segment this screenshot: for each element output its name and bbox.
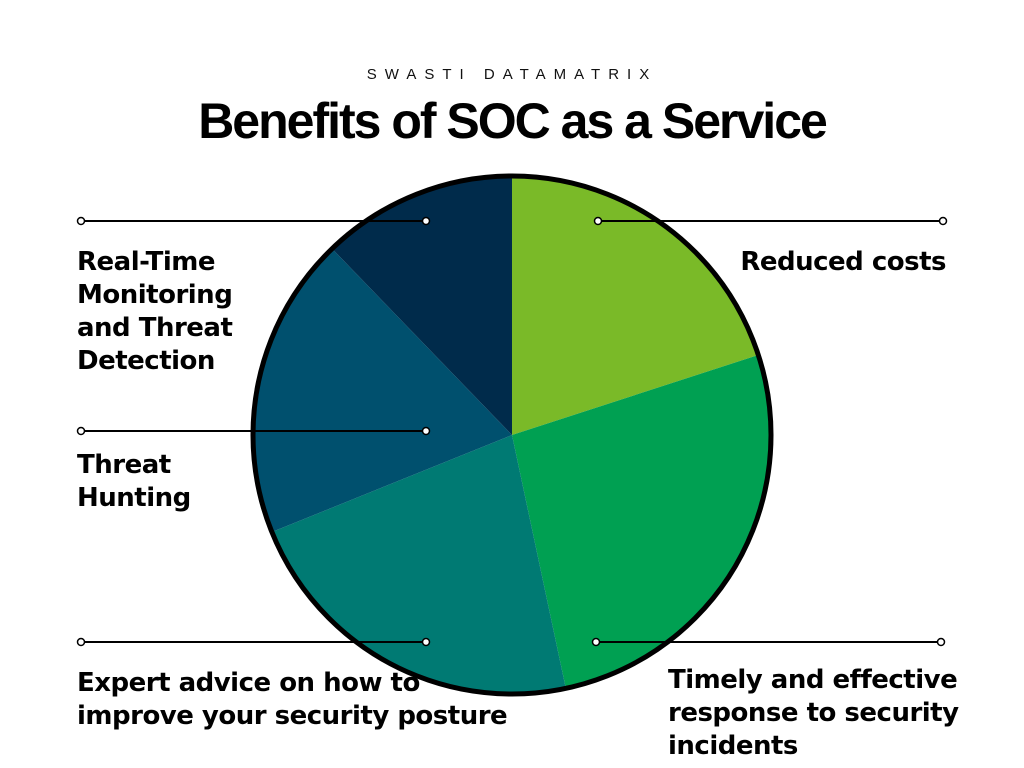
label-line: Expert advice on how to — [77, 668, 420, 698]
page-title: Benefits of SOC as a Service — [198, 93, 828, 149]
label-line: Detection — [77, 346, 215, 376]
label-real-time-monitoring: Real-Time Monitoring and Threat Detectio… — [77, 246, 277, 378]
label-line: improve your security posture — [77, 701, 508, 731]
pie-slice-reduced-costs — [512, 176, 759, 435]
label-timely-response: Timely and effective response to securit… — [668, 664, 998, 763]
label-line: Threat — [77, 450, 171, 480]
label-line: Timely and effective — [668, 665, 958, 695]
connector-reduced-costs — [593, 216, 948, 226]
brand-name: SWASTI DATAMATRIX — [366, 66, 658, 83]
label-expert-advice: Expert advice on how to improve your sec… — [77, 667, 547, 733]
label-threat-hunting: Threat Hunting — [77, 449, 237, 515]
label-line: and Threat — [77, 313, 233, 343]
connector-real-time — [76, 216, 431, 226]
label-line: response to security — [668, 698, 959, 728]
pie-slices — [253, 176, 771, 694]
pie-slice-expert-advice — [271, 435, 566, 694]
connector-expert-advice — [76, 637, 431, 647]
label-line: Hunting — [77, 483, 191, 513]
pie-slice-threat-hunting — [253, 248, 512, 533]
pie-slice-real-time-monitoring — [332, 176, 512, 435]
label-line: Monitoring — [77, 280, 233, 310]
connector-timely-response — [591, 637, 946, 647]
label-line: incidents — [668, 731, 798, 761]
pie-outline — [250, 173, 774, 697]
connector-threat-hunting — [76, 426, 431, 436]
label-line: Real-Time — [77, 247, 215, 277]
label-line: Reduced costs — [740, 247, 946, 277]
label-reduced-costs: Reduced costs — [626, 246, 946, 279]
